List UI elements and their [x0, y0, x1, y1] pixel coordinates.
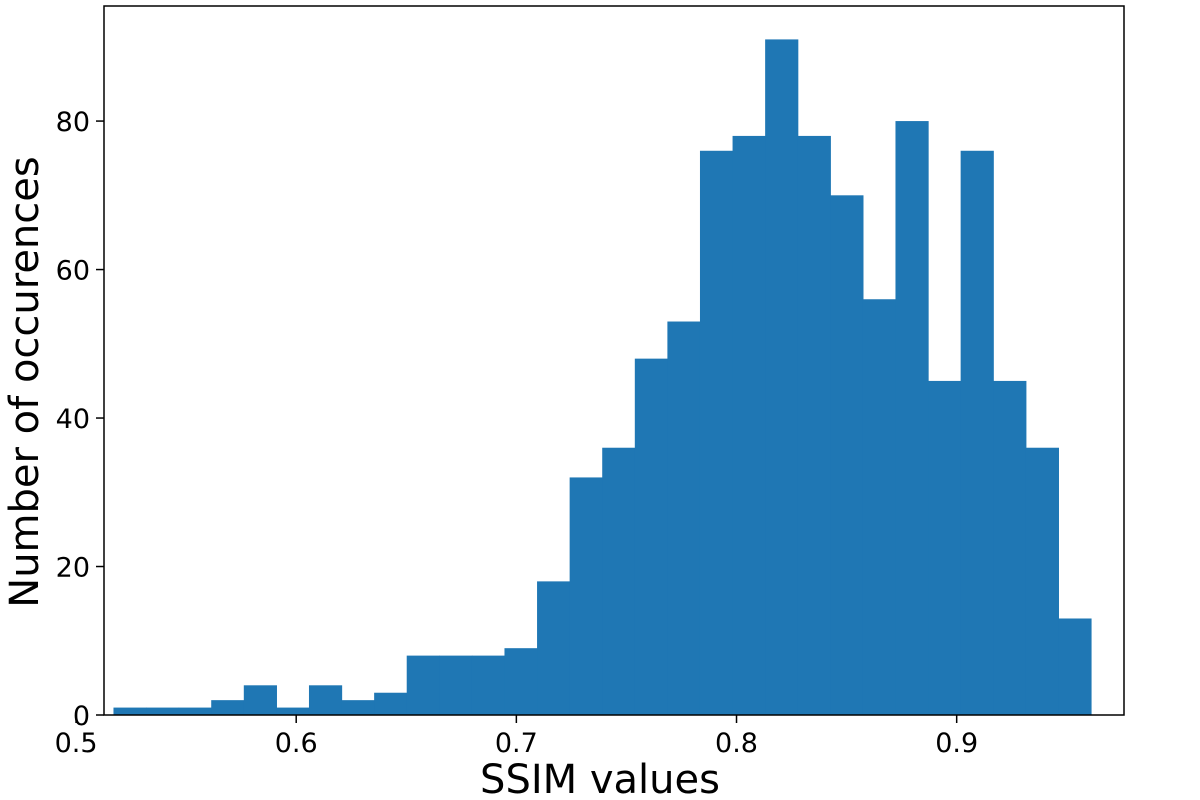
histogram-bar [960, 150, 994, 715]
y-tick-label: 20 [56, 553, 90, 584]
y-tick-label: 80 [56, 107, 90, 138]
histogram-bar [862, 299, 897, 715]
x-tick-label: 0.7 [495, 728, 538, 759]
x-axis-title: SSIM values [480, 757, 720, 800]
histogram-bar [276, 707, 310, 715]
y-axis-ticks: 0 20 40 60 80 [56, 107, 104, 732]
histogram-bar [406, 655, 440, 715]
histogram-bar [211, 700, 245, 715]
histogram-bar [797, 135, 831, 716]
histogram-bar [504, 648, 538, 715]
histogram-bar [765, 39, 799, 716]
y-tick-label: 60 [56, 256, 90, 287]
histogram-bar [699, 150, 734, 715]
histogram-bar [569, 477, 603, 715]
histogram-bar [928, 380, 962, 715]
histogram-bar [308, 685, 343, 715]
histogram-bar [537, 581, 571, 715]
histogram-bar [178, 707, 212, 715]
y-tick-label: 0 [73, 701, 90, 732]
x-tick-label: 0.9 [935, 728, 978, 759]
histogram-bar [602, 447, 636, 715]
histogram-bar [993, 380, 1027, 715]
histogram-bar [830, 195, 864, 715]
histogram-bar [895, 121, 929, 715]
x-tick-label: 0.5 [55, 728, 98, 759]
x-tick-label: 0.6 [275, 728, 318, 759]
histogram-bar [634, 358, 668, 715]
x-axis-ticks: 0.5 0.6 0.7 0.8 0.9 [55, 715, 978, 759]
histogram-bar [1025, 447, 1059, 715]
histogram-bar [1058, 618, 1092, 715]
y-axis-title: Number of occurences [2, 156, 48, 607]
histogram-bar [667, 321, 701, 715]
histogram-bar [732, 135, 766, 716]
histogram-bar [113, 707, 147, 715]
histogram-bar [374, 692, 408, 715]
histogram-bars [113, 39, 1092, 716]
histogram-bar [341, 700, 375, 715]
histogram-bar [471, 655, 506, 715]
x-tick-label: 0.8 [715, 728, 758, 759]
plot-frame [103, 5, 1125, 716]
histogram-bar [146, 707, 180, 715]
histogram-bar [439, 655, 473, 715]
histogram-bar [243, 685, 277, 715]
y-tick-label: 40 [56, 404, 90, 435]
